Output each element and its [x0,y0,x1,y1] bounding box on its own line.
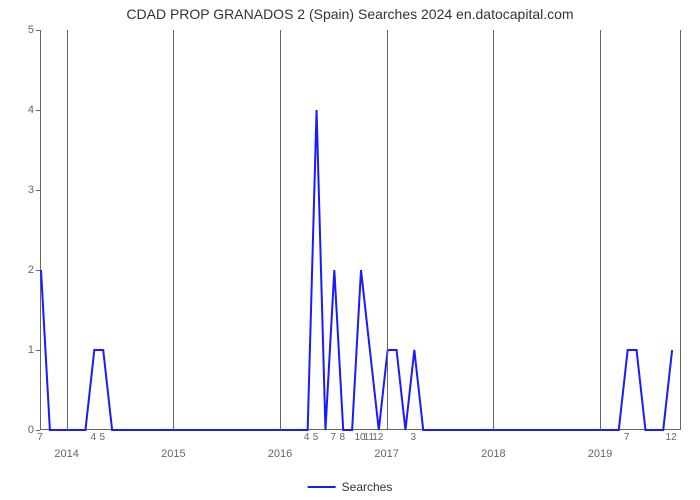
y-tick-label: 4 [6,104,34,116]
x-minor-label: 12 [372,432,383,443]
x-grid-line [493,30,494,430]
chart-title: CDAD PROP GRANADOS 2 (Spain) Searches 20… [0,6,700,22]
x-grid-line [387,30,388,430]
x-grid-line [600,30,601,430]
x-major-label: 2016 [268,448,292,460]
y-tick-mark [36,30,40,31]
legend-swatch [308,486,336,488]
x-grid-line [67,30,68,430]
y-tick-label: 2 [6,264,34,276]
y-tick-mark [36,350,40,351]
y-tick-label: 0 [6,424,34,436]
x-grid-line [280,30,281,430]
x-major-label: 2018 [481,448,505,460]
plot-area [40,30,680,430]
chart-container: CDAD PROP GRANADOS 2 (Spain) Searches 20… [0,0,700,500]
y-tick-label: 5 [6,24,34,36]
x-minor-label: 5 [99,432,105,443]
x-major-label: 2019 [588,448,612,460]
x-major-label: 2015 [161,448,185,460]
legend: Searches [308,480,393,494]
y-tick-mark [36,190,40,191]
x-minor-label: 7 [37,432,43,443]
x-minor-label: 12 [666,432,677,443]
x-minor-label: 5 [313,432,319,443]
y-tick-mark [36,430,40,431]
line-series [41,30,681,430]
x-major-label: 2014 [54,448,78,460]
y-tick-label: 3 [6,184,34,196]
x-grid-line [680,30,681,430]
y-tick-mark [36,270,40,271]
x-major-label: 2017 [374,448,398,460]
x-minor-label: 7 [624,432,630,443]
x-minor-label: 4 [304,432,310,443]
legend-label: Searches [342,480,393,494]
x-minor-label: 8 [339,432,345,443]
x-minor-label: 7 [331,432,337,443]
y-tick-label: 1 [6,344,34,356]
y-tick-mark [36,110,40,111]
x-minor-label: 3 [411,432,417,443]
x-grid-line [173,30,174,430]
x-minor-label: 4 [91,432,97,443]
